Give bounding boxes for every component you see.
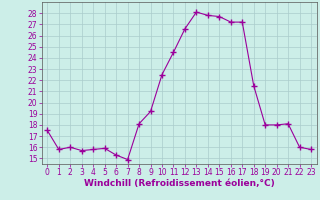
- X-axis label: Windchill (Refroidissement éolien,°C): Windchill (Refroidissement éolien,°C): [84, 179, 275, 188]
